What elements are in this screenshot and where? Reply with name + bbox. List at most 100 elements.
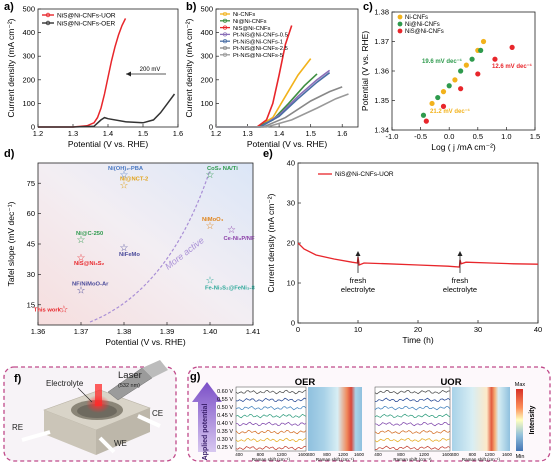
panel-c-data-point — [440, 103, 447, 109]
re-electrode — [21, 430, 51, 442]
panel-c-y-tick-label: 1.34 — [374, 126, 389, 135]
panel-c-x-tick-label: 1.5 — [530, 132, 540, 141]
panel-b-legend-entry: Pt-NiS@Ni-CNFs-0.5 — [233, 33, 288, 39]
ce-label: CE — [152, 409, 163, 418]
panel-e-x-tick-label: 20 — [414, 325, 422, 334]
panel-a-legend-marker — [45, 20, 51, 26]
panel-g-spectrum-line — [236, 397, 307, 403]
panel-a-series-line-1 — [38, 18, 127, 128]
panel-e-y-tick-label: 20 — [287, 239, 295, 248]
panel-g-spectrum-line — [374, 397, 451, 402]
panel-g-x-tick-label: 1200 — [419, 452, 430, 457]
panel-g-x-axis-label: Raman shift (cm⁻¹) — [393, 457, 432, 462]
panel-b-y-tick-label: 500 — [200, 5, 213, 14]
panel-b-legend-marker — [222, 39, 228, 44]
re-label: RE — [12, 423, 23, 432]
panel-g-y-tick-label: 0.60 V — [217, 389, 233, 395]
panel-g-spectrum-line — [235, 429, 307, 435]
panel-d-data-point: ☆ — [77, 253, 86, 264]
panel-a-y-tick-label: 100 — [22, 99, 35, 108]
panel-a-shift-arrowhead — [126, 71, 131, 77]
panel-b-legend-entry: Ni-CNFs — [233, 12, 255, 18]
panel-d-x-tick-label: 1.39 — [160, 327, 175, 336]
panel-e-y-tick-label: 40 — [287, 159, 295, 168]
laser-label: Laser — [118, 370, 142, 381]
panel-c-x-tick-label: 1.0 — [501, 132, 511, 141]
heatmap-oer — [308, 387, 362, 451]
panel-c-data-point — [475, 71, 481, 77]
panel-b-x-tick-label: 1.5 — [305, 129, 315, 138]
panel-c-data-point — [469, 56, 475, 62]
we-electrode — [98, 436, 116, 454]
panel-g-spectrum-line — [374, 438, 451, 443]
panel-a-x-axis-label: Potential (V vs. RHE) — [68, 139, 148, 149]
panel-b-x-axis-label: Potential (V vs. RHE) — [247, 139, 327, 149]
panel-b-legend-entry: Pt-NiS@Ni-CNFs-2.5 — [233, 46, 288, 52]
panel-e-x-tick-label: 30 — [474, 325, 482, 334]
panel-g-spectrum-line — [235, 445, 307, 451]
panel-g-spectrum-line — [235, 421, 307, 427]
panel-d-label: d) — [4, 148, 15, 160]
laser-wavelength: (532 nm) — [118, 383, 140, 389]
panel-d-y-tick-label: 15 — [27, 300, 35, 309]
panel-g-x-tick-label: 1600 — [442, 452, 453, 457]
panel-g-heatmap-x-tick-label: 800 — [469, 452, 477, 457]
panel-e-event-arrowhead — [355, 251, 361, 256]
panel-g-colorbar-label: Intensity — [529, 406, 536, 435]
panel-g-x-tick-label: 400 — [235, 452, 243, 457]
we-label: WE — [114, 439, 127, 448]
panel-e-label: e) — [263, 148, 273, 160]
panel-e-y-tick-label: 30 — [287, 199, 295, 208]
panel-g-heatmap-x-tick-label: 1200 — [485, 452, 496, 457]
panel-c-data-point — [458, 68, 464, 74]
panel-d-point-label: Fe-Ni₃S₂@FeNi₃-8 — [205, 285, 255, 291]
panel-g-spectrum-line — [374, 422, 451, 427]
panel-c-data-point — [440, 89, 447, 95]
panel-g-spectrum-line — [374, 413, 451, 418]
panel-g-heatmap-x-tick-label: 400 — [451, 452, 459, 457]
panel-c-data-point — [478, 47, 484, 53]
panel-a-x-tick-label: 1.4 — [103, 129, 113, 138]
panel-d-trend-curve — [89, 169, 211, 323]
panel-b-label: b) — [186, 1, 197, 13]
panel-g-x-tick-label: 1600 — [298, 452, 309, 457]
panel-d-point-label: This work — [34, 308, 62, 314]
panel-e-event-annotation: fresh — [350, 276, 367, 285]
panel-b-x-tick-label: 1.4 — [274, 129, 284, 138]
colorbar — [516, 389, 523, 451]
panel-d-data-point: ☆ — [120, 180, 129, 191]
panel-d-data-point: ☆ — [206, 221, 215, 232]
panel-a-y-axis-label: Current density (mA cm⁻²) — [6, 18, 16, 117]
panel-a-label: a) — [4, 1, 14, 13]
panel-f-label: f) — [14, 373, 22, 385]
panel-b-legend-marker — [222, 32, 228, 37]
ce-electrode — [137, 414, 161, 428]
panel-e-y-tick-label: 0 — [291, 319, 295, 328]
panel-g-spectrum-line — [374, 406, 451, 411]
panel-g-heatmap-x-tick-label: 1200 — [338, 452, 349, 457]
panel-c-data-point — [420, 112, 427, 118]
panel-g-heatmap-x-tick-label: 400 — [307, 452, 315, 457]
panel-a-y-tick-label: 200 — [22, 75, 35, 84]
panel-d-data-point: ☆ — [77, 286, 86, 297]
panel-b-y-tick-label: 0 — [209, 123, 213, 132]
panel-d-data-point: ☆ — [227, 225, 236, 236]
panel-b-y-tick-label: 300 — [200, 52, 213, 61]
panel-g-heatmap-x-tick-label: 1600 — [502, 452, 513, 457]
panel-c-legend-marker — [397, 14, 403, 20]
panel-d-y-tick-label: 60 — [27, 209, 35, 218]
panel-a-series-line-2 — [38, 93, 176, 128]
panel-d-point-label: NiS@Ni₃S₂ — [74, 261, 105, 267]
panel-c-data-point — [458, 86, 464, 92]
panel-c-legend-entry: Ni@Ni-CNFs — [405, 22, 440, 28]
panel-b-legend-marker — [222, 45, 228, 51]
panel-d-x-tick-label: 1.38 — [117, 327, 132, 336]
panel-g-heatmap-x-axis-label: Raman shift (cm⁻¹) — [316, 457, 355, 462]
panel-c-data-point — [509, 44, 515, 51]
panel-g-heatmap-x-tick-label: 800 — [323, 452, 331, 457]
panel-d-point-label: Ni(OH)₂-PBA — [108, 166, 144, 172]
panel-b-y-tick-label: 100 — [200, 99, 213, 108]
panel-b-x-tick-label: 1.2 — [211, 129, 221, 138]
panel-d-point-label: Ni@C-250 — [76, 231, 103, 237]
panel-a-legend-entry: NiS@Ni-CNFs-OER — [57, 21, 116, 28]
